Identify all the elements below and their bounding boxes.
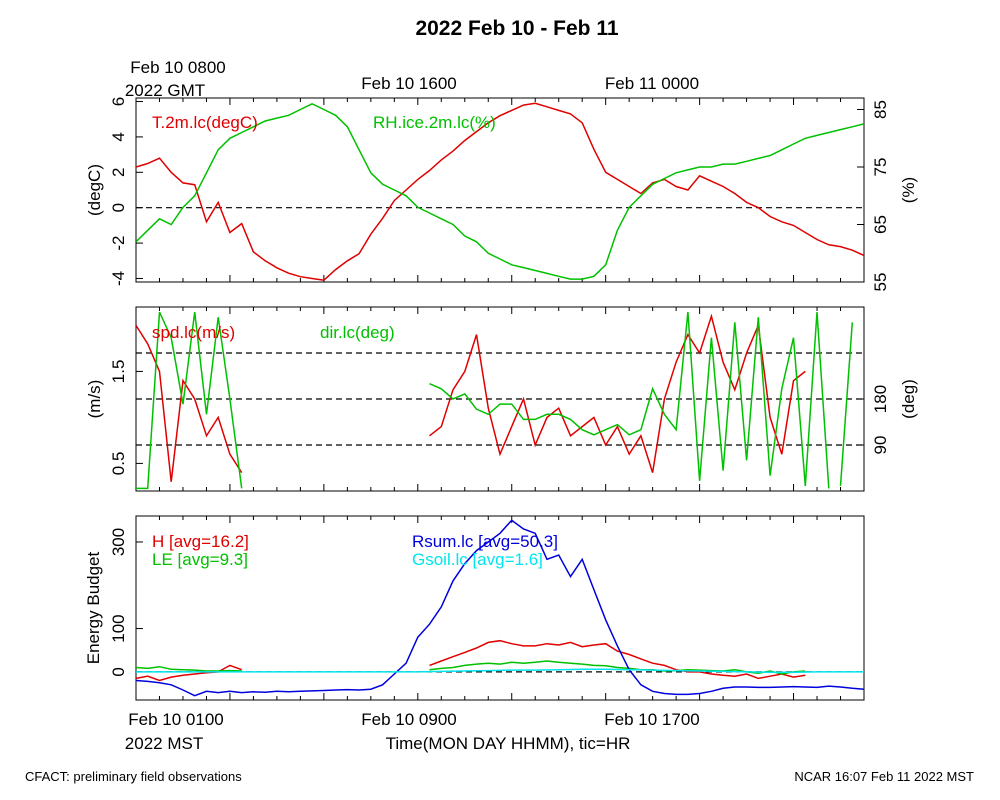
y-tick-label-left: 2 bbox=[109, 168, 128, 177]
y-tick-label-left: 1.5 bbox=[109, 360, 128, 384]
y-tick-label-left: 0 bbox=[109, 203, 128, 212]
panel-3-ylabel: Energy Budget bbox=[84, 551, 103, 664]
bottom-time-label-3: Feb 10 1700 bbox=[604, 710, 699, 729]
y-tick-label-left: 4 bbox=[109, 132, 128, 141]
y-tick-label-left: -4 bbox=[109, 271, 128, 286]
series-line-0 bbox=[136, 313, 806, 482]
panel-1-x-ticks bbox=[135, 98, 865, 282]
top-time-label-3: Feb 11 0000 bbox=[605, 74, 699, 93]
panel-2-x-ticks bbox=[135, 307, 865, 491]
panel-1-ylabel-left: (degC) bbox=[85, 164, 104, 216]
footer-left: CFACT: preliminary field observations bbox=[25, 769, 242, 784]
y-tick-label-left: 100 bbox=[109, 614, 128, 642]
top-time-label-1: Feb 10 0800 bbox=[130, 58, 225, 77]
panel-wind: 0.5 1.5 90 180 spd.lc(m/s) dir.lc(deg) (m/s… bbox=[85, 306, 918, 492]
bottom-time-label-2: Feb 10 0900 bbox=[361, 710, 456, 729]
y-tick-label-left: 300 bbox=[109, 528, 128, 556]
legend-rh-ice: RH.ice.2m.lc(%) bbox=[373, 113, 496, 132]
panel-2-ylabel-left: (m/s) bbox=[85, 380, 104, 419]
legend-rsum: Rsum.lc [avg=50.3] bbox=[412, 532, 558, 551]
panel-temperature-humidity: -4 -2 0 2 4 6 55 65 75 85 T.2m.lc(degC) RH.ice.2m… bbox=[85, 97, 918, 292]
y-tick-label-left: -2 bbox=[109, 236, 128, 251]
y-tick-label-right: 85 bbox=[871, 100, 890, 119]
panel-1-ylabel-right: (%) bbox=[899, 177, 918, 203]
panel-2-series bbox=[136, 311, 854, 490]
panel-3-frame bbox=[135, 515, 865, 701]
series-line-0 bbox=[136, 639, 806, 682]
top-time-label-2: Feb 10 1600 bbox=[361, 74, 456, 93]
x-axis-label: Time(MON DAY HHMM), tic=HR bbox=[386, 734, 631, 753]
series-line-0 bbox=[136, 102, 864, 281]
panel-1-series bbox=[136, 102, 864, 281]
series-line-1 bbox=[136, 102, 864, 280]
y-tick-label-right: 90 bbox=[871, 436, 890, 455]
panel-2-ylabel-right: (deg) bbox=[899, 379, 918, 419]
y-tick-label-right: 55 bbox=[871, 273, 890, 292]
y-tick-label-left: 0.5 bbox=[109, 452, 128, 476]
y-tick-label-right: 65 bbox=[871, 215, 890, 234]
legend-t2m: T.2m.lc(degC) bbox=[152, 113, 258, 132]
panel-energy-budget: 0 100 300 H [avg=16.2] LE [avg=9.3] Rsum.l… bbox=[84, 515, 865, 701]
bottom-time-label-1: Feb 10 0100 bbox=[128, 710, 223, 729]
chart-title: 2022 Feb 10 - Feb 11 bbox=[415, 17, 618, 40]
footer-right: NCAR 16:07 Feb 11 2022 MST bbox=[794, 769, 974, 784]
series-line-1 bbox=[136, 311, 854, 490]
panel-2-ref-lines bbox=[136, 352, 864, 446]
legend-spd: spd.lc(m/s) bbox=[152, 323, 235, 342]
y-tick-label-left: 6 bbox=[109, 97, 128, 106]
bottom-time-label-1-tz: 2022 MST bbox=[125, 734, 203, 753]
y-tick-label-right: 180 bbox=[871, 385, 890, 413]
panel-1-frame bbox=[135, 97, 865, 283]
y-tick-label-right: 75 bbox=[871, 158, 890, 177]
panel-3-y-ticks: 0 100 300 bbox=[109, 528, 143, 677]
y-tick-label-left: 0 bbox=[109, 667, 128, 676]
legend-gsoil: Gsoil.lc [avg=1.6] bbox=[412, 550, 543, 569]
series-line-2 bbox=[136, 519, 864, 697]
series-line-3 bbox=[136, 668, 864, 674]
legend-h: H [avg=16.2] bbox=[152, 532, 249, 551]
legend-dir: dir.lc(deg) bbox=[320, 323, 395, 342]
panel-3-series bbox=[136, 519, 864, 697]
legend-le: LE [avg=9.3] bbox=[152, 550, 248, 569]
panel-3-x-ticks bbox=[135, 516, 865, 700]
top-time-label-1-tz: 2022 GMT bbox=[125, 81, 205, 100]
panel-1-y-ticks: -4 -2 0 2 4 6 55 65 75 85 bbox=[109, 97, 890, 292]
panel-2-y-ticks: 0.5 1.5 90 180 bbox=[109, 360, 890, 476]
